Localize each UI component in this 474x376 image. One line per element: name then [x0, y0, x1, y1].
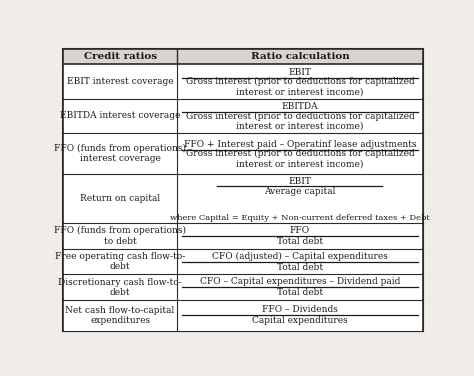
Bar — [63, 64, 423, 99]
Bar — [63, 274, 423, 300]
Bar — [63, 223, 423, 249]
Text: Credit ratios: Credit ratios — [83, 52, 156, 61]
Text: FFO (funds from operations)
to debt: FFO (funds from operations) to debt — [54, 226, 186, 246]
Text: FFO – Dividends: FFO – Dividends — [262, 305, 338, 314]
Text: Return on capital: Return on capital — [80, 194, 160, 203]
Text: Gross interest (prior to deductions for capitalized
interest or interest income): Gross interest (prior to deductions for … — [185, 111, 414, 131]
Bar — [63, 133, 423, 174]
Text: Total debt: Total debt — [277, 263, 323, 272]
Text: Total debt: Total debt — [277, 288, 323, 297]
Text: where Capital = Equity + Non-current deferred taxes + Debt: where Capital = Equity + Non-current def… — [170, 214, 430, 222]
Text: Discretionary cash flow-to-
debt: Discretionary cash flow-to- debt — [58, 277, 182, 297]
Text: CFO – Capital expenditures – Dividend paid: CFO – Capital expenditures – Dividend pa… — [200, 277, 400, 286]
Text: CFO (adjusted) – Capital expenditures: CFO (adjusted) – Capital expenditures — [212, 252, 388, 261]
Bar — [63, 49, 423, 64]
Text: Average capital: Average capital — [264, 187, 336, 196]
Text: Gross interest (prior to deductions for capitalized
interest or interest income): Gross interest (prior to deductions for … — [185, 77, 414, 97]
Text: EBIT interest coverage: EBIT interest coverage — [67, 77, 173, 86]
Text: FFO: FFO — [290, 226, 310, 235]
Text: Free operating cash flow-to-
debt: Free operating cash flow-to- debt — [55, 252, 185, 271]
Text: EBITDA: EBITDA — [282, 102, 318, 111]
Text: FFO + Interest paid – Operatinf lease adjustments: FFO + Interest paid – Operatinf lease ad… — [183, 140, 416, 149]
Text: Total debt: Total debt — [277, 237, 323, 246]
Text: FFO (funds from operations)
interest coverage: FFO (funds from operations) interest cov… — [54, 143, 186, 163]
Text: Net cash flow-to-capital
expenditures: Net cash flow-to-capital expenditures — [65, 306, 175, 325]
Bar — [63, 174, 423, 223]
Text: Gross interest (prior to deductions for capitalized
interest or interest income): Gross interest (prior to deductions for … — [185, 149, 414, 168]
Text: EBIT: EBIT — [289, 177, 311, 186]
Bar — [63, 249, 423, 274]
Text: Capital expenditures: Capital expenditures — [252, 317, 348, 326]
Text: Ratio calculation: Ratio calculation — [251, 52, 349, 61]
Text: EBITDA interest coverage: EBITDA interest coverage — [60, 111, 180, 120]
Text: EBIT: EBIT — [289, 68, 311, 77]
Bar — [63, 300, 423, 331]
Bar — [63, 99, 423, 133]
